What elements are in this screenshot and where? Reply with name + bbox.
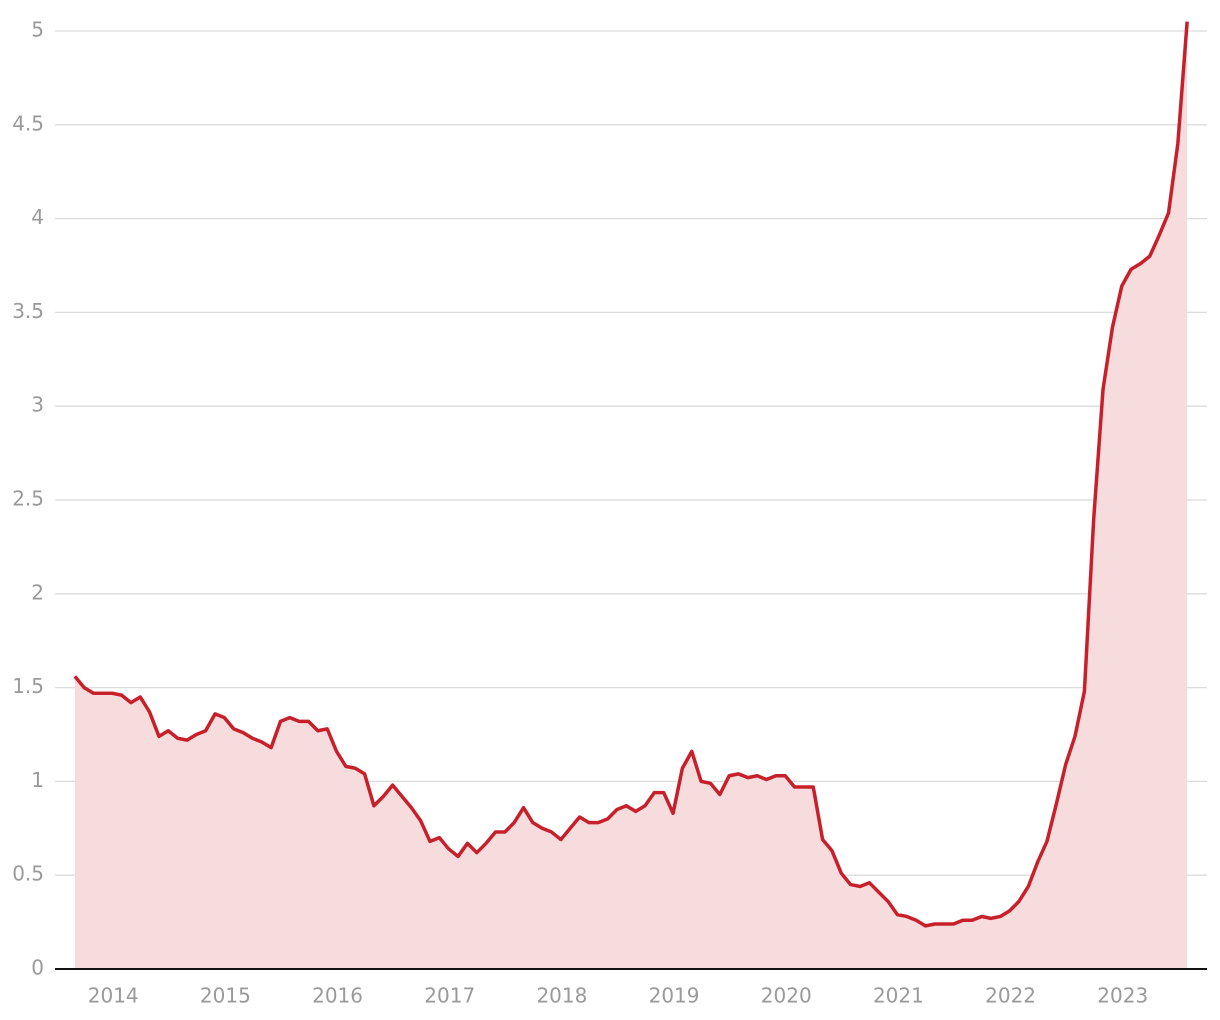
x-tick-label: 2019 [649,984,700,1008]
y-tick-label: 5 [31,18,44,42]
y-tick-label: 4.5 [12,111,44,135]
line [73,21,1189,928]
y-tick-label: 2.5 [12,487,44,511]
y-tick-label: 2 [31,580,44,604]
x-tick-label: 2018 [536,984,587,1008]
x-tick-label: 2022 [985,984,1036,1008]
x-tick-label: 2021 [873,984,924,1008]
y-tick-label: 1 [31,768,44,792]
x-tick-label: 2020 [761,984,812,1008]
y-tick-label: 0.5 [12,862,44,886]
y-tick-label: 1.5 [12,674,44,698]
x-tick-label: 2015 [200,984,251,1008]
y-tick-label: 3 [31,393,44,417]
y-tick-label: 0 [31,956,44,980]
area [74,21,1188,970]
x-tick-label: 2014 [88,984,139,1008]
y-tick-label: 4 [31,205,44,229]
x-tick-label: 2023 [1097,984,1148,1008]
y-tick-label: 3.5 [12,299,44,323]
x-tick-label: 2016 [312,984,363,1008]
x-tick-label: 2017 [424,984,475,1008]
